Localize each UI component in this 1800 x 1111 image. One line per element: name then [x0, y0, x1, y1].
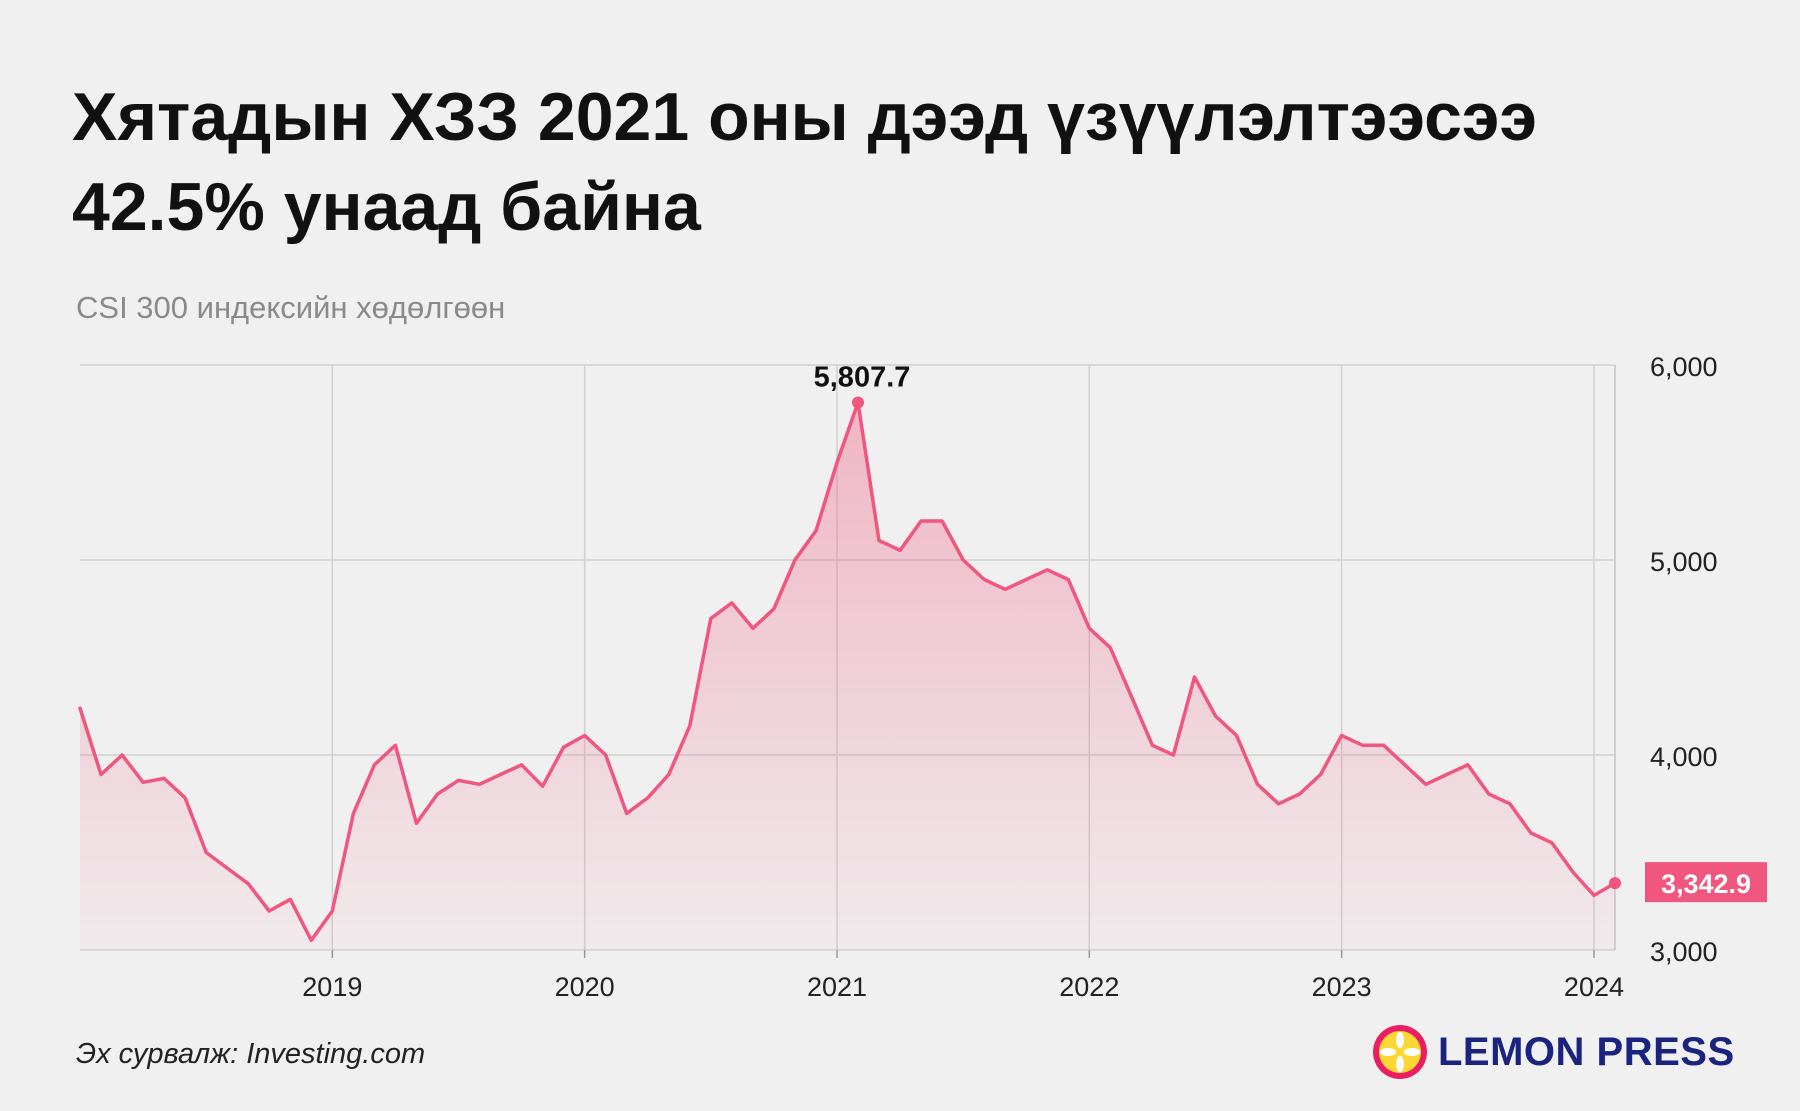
x-tick-label: 2024 [1564, 972, 1624, 1002]
y-tick-label: 4,000 [1650, 742, 1718, 772]
x-tick-label: 2019 [302, 972, 362, 1002]
logo-text: LEMON PRESS [1438, 1029, 1735, 1074]
chart-subtitle: CSI 300 индексийн хөдөлгөөн [76, 290, 506, 325]
lemon-press-logo: LEMON PRESS [1372, 1022, 1735, 1082]
peak-label: 5,807.7 [814, 361, 911, 393]
line-chart: 6,000 5,000 4,000 3,000 2019 2020 2021 2022 2023… [78, 352, 1767, 1002]
last-value-badge [1645, 862, 1767, 903]
x-tick-label: 2020 [555, 972, 615, 1002]
x-tick-label: 2021 [807, 972, 867, 1002]
last-value-marker [1609, 877, 1621, 890]
line-layer [78, 400, 1617, 943]
lemon-icon [1373, 1025, 1427, 1079]
y-tick-label: 6,000 [1650, 352, 1718, 382]
source-note: Эх сурвалж: Investing.com [76, 1038, 426, 1070]
y-tick-label: 3,000 [1650, 937, 1718, 967]
title-line-1: Хятадын ХЗЗ 2021 оны дээд үзүүлэлтээсээ [72, 79, 1538, 155]
x-tick-label: 2023 [1312, 972, 1372, 1002]
peak-marker [852, 396, 865, 409]
y-tick-label: 5,000 [1650, 547, 1718, 577]
last-value-label: 3,342.9 [1661, 869, 1751, 899]
series-line [78, 400, 1617, 943]
area-layer [80, 402, 1615, 950]
area-fill [80, 402, 1615, 950]
chart-title: Хятадын ХЗЗ 2021 оны дээд үзүүлэлтээсээ … [72, 72, 1752, 252]
title-line-2: 42.5% унаад байна [72, 169, 701, 245]
x-tick-label: 2022 [1059, 972, 1119, 1002]
labels-layer: 5,807.7 3,342.9 [814, 361, 1767, 903]
